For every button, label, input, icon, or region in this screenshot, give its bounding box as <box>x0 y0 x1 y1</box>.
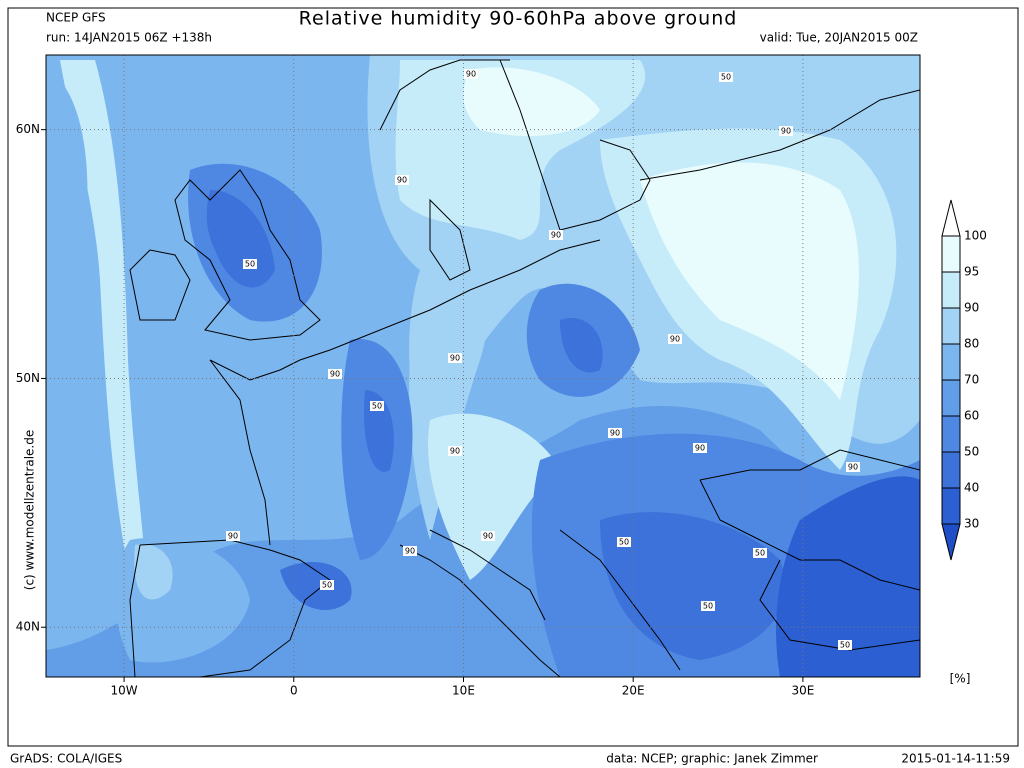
x-tick-label: 30E <box>791 684 814 698</box>
contour-label: 50 <box>721 73 731 82</box>
colorbar-label: 90 <box>964 301 979 315</box>
x-tick-label: 10W <box>110 684 137 698</box>
contour-label: 90 <box>848 463 858 472</box>
colorbar-box <box>941 415 961 453</box>
contour-label: 90 <box>405 547 415 556</box>
colorbar-label: 100 <box>964 229 987 243</box>
colorbar-box <box>941 487 961 525</box>
source: data: NCEP; graphic: Janek Zimmer <box>606 752 818 766</box>
y-tick-label: 50N <box>16 371 40 385</box>
contour-label-bg <box>549 230 563 240</box>
contour-label-bg <box>226 531 240 541</box>
x-tick-label: 20E <box>622 684 645 698</box>
contour-label-bg <box>448 446 462 456</box>
contour-label: 50 <box>619 538 629 547</box>
humidity-field <box>46 55 920 677</box>
colorbar-box <box>941 271 961 309</box>
contour-label: 90 <box>330 370 340 379</box>
colorbar-label: 60 <box>964 409 979 423</box>
map-ticks: 10W 0 10E 20E 30E 60N 50N 40N <box>16 122 815 697</box>
contour-label: 90 <box>781 127 791 136</box>
contour-labels: 90 50 90 90 90 50 90 90 90 50 90 90 90 90 90 90 50 50 90 50… <box>226 69 860 650</box>
contour-label: 90 <box>397 176 407 185</box>
contour-label: 50 <box>322 581 332 590</box>
contour-label-bg <box>846 462 860 472</box>
contour-label-bg <box>328 369 342 379</box>
colorbar-label: 95 <box>964 265 979 279</box>
contour-label: 90 <box>610 429 620 438</box>
colorbar-triangle <box>941 523 961 561</box>
contour-label: 90 <box>551 231 561 240</box>
unit-label: [%] <box>950 672 971 686</box>
x-tick-label: 10E <box>452 684 475 698</box>
colorbar-label: 40 <box>964 481 979 495</box>
frame <box>7 7 1019 747</box>
contour-label: 90 <box>450 354 460 363</box>
contour-label-bg <box>779 126 793 136</box>
contour-label-bg <box>448 353 462 363</box>
contour-label: 50 <box>755 549 765 558</box>
colorbar-box <box>941 451 961 489</box>
contour-label-bg <box>481 531 495 541</box>
contour-label: 90 <box>450 447 460 456</box>
timestamp: 2015-01-14-11:59 <box>901 752 1010 766</box>
contour-label: 50 <box>840 641 850 650</box>
colorbar-label: 80 <box>964 337 979 351</box>
contour-label: 50 <box>372 402 382 411</box>
run-info: run: 14JAN2015 06Z +138h <box>46 31 212 45</box>
colorbar-triangle <box>941 199 961 237</box>
contour-label-bg <box>719 72 733 82</box>
software: GrADS: COLA/IGES <box>10 752 122 766</box>
coastlines <box>129 59 920 677</box>
contour-label-bg <box>701 601 715 611</box>
y-tick-label: 60N <box>16 122 40 136</box>
x-tick-label: 0 <box>290 684 298 698</box>
contour-label: 90 <box>483 532 493 541</box>
colorbar-box <box>941 379 961 417</box>
contour-label-bg <box>320 580 334 590</box>
model-name: NCEP GFS <box>46 11 106 25</box>
contour-label: 50 <box>245 260 255 269</box>
map-border <box>45 54 921 678</box>
contour-label-bg <box>753 548 767 558</box>
contour-label-bg <box>693 443 707 453</box>
colorbar-label: 30 <box>964 517 979 531</box>
colorbar-label: 50 <box>964 445 979 459</box>
contour-label-bg <box>617 537 631 547</box>
contour-label: 90 <box>228 532 238 541</box>
title: Relative humidity 90-60hPa above ground <box>299 8 738 30</box>
colorbar-label: 70 <box>964 373 979 387</box>
contour-label-bg <box>838 640 852 650</box>
graticule <box>46 55 920 677</box>
contour-label-bg <box>464 69 478 79</box>
credit: (c) www.modellzentrale.de <box>23 430 37 590</box>
contour-label-bg <box>668 334 682 344</box>
y-tick-label: 40N <box>16 620 40 634</box>
colorbar-box <box>941 343 961 381</box>
contour-label-bg <box>608 428 622 438</box>
contour-label-bg <box>403 546 417 556</box>
colorbar: 30 40 50 60 70 80 90 95 100 <box>941 199 987 561</box>
contour-label: 90 <box>670 335 680 344</box>
contour-label-bg <box>395 175 409 185</box>
contour-label: 50 <box>703 602 713 611</box>
colorbar-box <box>941 307 961 345</box>
contour-label: 90 <box>466 70 476 79</box>
contour-label: 90 <box>695 444 705 453</box>
contour-label-bg <box>370 401 384 411</box>
valid-time: valid: Tue, 20JAN2015 00Z <box>760 31 918 45</box>
colorbar-box <box>941 235 961 273</box>
contour-label-bg <box>243 259 257 269</box>
